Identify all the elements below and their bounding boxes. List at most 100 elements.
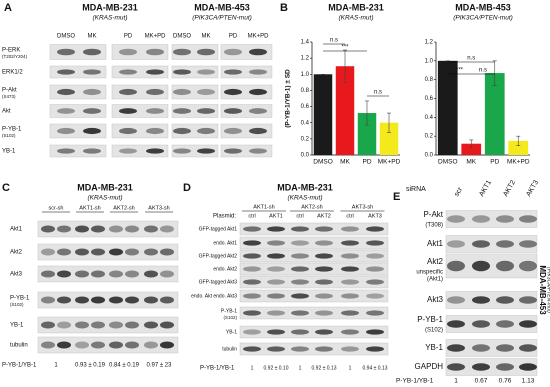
blot-band — [291, 240, 309, 246]
blot-band — [173, 48, 191, 56]
blot-band — [243, 293, 261, 299]
blot-band — [57, 341, 71, 349]
panel-subtitle: (KRAS-mut) — [287, 195, 322, 202]
row-label: YB-1 — [425, 343, 443, 352]
lane-label: scr — [453, 186, 464, 198]
blot-band — [447, 240, 465, 248]
blot-strip — [239, 249, 389, 263]
blot-band — [472, 260, 490, 272]
ratio-value: 1 — [251, 365, 254, 371]
blot-strip — [239, 342, 389, 356]
error-bar — [492, 60, 497, 86]
bar — [461, 143, 482, 155]
row-site: (S102) — [425, 328, 443, 334]
blot-band — [315, 310, 333, 316]
blot-band — [173, 88, 191, 96]
blot-band — [291, 329, 309, 335]
y-tick-label: 0.2 — [301, 136, 310, 142]
panel-label: D — [183, 182, 191, 194]
blot-band — [83, 127, 101, 135]
blot-band — [291, 226, 309, 232]
ratio-label: P-YB-1/YB-1 — [200, 366, 235, 372]
blot-strip — [49, 104, 107, 118]
error-bar — [343, 49, 347, 83]
panel-title: MDA-MB-231 — [277, 182, 333, 192]
blot-band — [119, 127, 137, 135]
blot-band — [41, 296, 55, 304]
blot-band — [83, 148, 101, 154]
y-tick-label: 0.8 — [425, 77, 434, 83]
blot-strip — [111, 44, 169, 60]
blot-band — [83, 69, 101, 75]
blot-band — [472, 344, 490, 352]
blot-band — [291, 279, 309, 285]
blot-band — [160, 248, 174, 256]
bar — [379, 122, 399, 155]
blot-strip — [111, 123, 169, 139]
row-label: GFP-tagged Akt2 — [199, 253, 238, 259]
error-bar — [469, 139, 474, 148]
ratio-value: 0.67 — [475, 378, 488, 385]
plasmid-label: Plasmid: — [213, 214, 236, 220]
ratio-value: 0.92 ± 0.13 — [312, 365, 337, 371]
ratio-label: P-YB-1/YB-1 — [2, 363, 37, 369]
blot-band — [243, 279, 261, 285]
blot-band — [75, 270, 89, 278]
blot-band — [519, 215, 537, 223]
blot-strip — [239, 275, 389, 289]
row-label: endo. Akt endo. Akt3 — [191, 293, 237, 299]
blot-band — [341, 329, 359, 335]
blot-band — [160, 341, 174, 349]
blot-band — [57, 69, 75, 75]
blot-band — [144, 321, 158, 329]
bar — [437, 60, 458, 156]
row-label: Akt1 — [10, 227, 23, 233]
blot-band — [41, 248, 55, 256]
blot-band — [83, 108, 101, 114]
blot-band — [447, 320, 465, 328]
blot-band — [315, 293, 333, 299]
row-site: (T308) — [425, 223, 443, 229]
blot-band — [341, 310, 359, 316]
panel-subtitle: (PIK3CA/PTEN-mut) — [192, 15, 252, 22]
blot-band — [366, 240, 384, 246]
y-tick-label: 0.6 — [425, 96, 434, 102]
blot-band — [447, 363, 465, 371]
row-label: P-ERK — [2, 48, 20, 54]
x-tick-label: MK — [466, 159, 476, 166]
row-label: tubulin — [10, 343, 28, 349]
ratio-value: 1 — [349, 365, 352, 371]
row-site: (S102) — [2, 133, 16, 138]
blot-band — [267, 266, 285, 272]
blot-band — [91, 321, 105, 329]
row-label: GAPDH — [415, 362, 444, 371]
blot-band — [366, 266, 384, 272]
blot-band — [243, 240, 261, 246]
blot-band — [472, 363, 490, 371]
blot-band — [243, 346, 261, 352]
blot-band — [267, 226, 285, 232]
lane-label: DMSO — [173, 34, 191, 40]
group-label: AKT3-sh — [148, 205, 169, 211]
blot-band — [447, 296, 465, 304]
blot-band — [243, 266, 261, 272]
group-label: AKT3-sh — [352, 204, 373, 210]
blot-band — [496, 215, 514, 223]
blot-strip — [37, 220, 179, 238]
blot-strip — [220, 104, 273, 118]
blot-band — [341, 253, 359, 259]
blot-band — [173, 127, 191, 135]
blot-band — [341, 293, 359, 299]
lane-label: AKT2 — [317, 213, 331, 219]
blot-band — [267, 329, 285, 335]
blot-band — [291, 253, 309, 259]
ratio-value: 0.92 ± 0.10 — [264, 365, 289, 371]
row-label: YB-1 — [226, 329, 237, 335]
panel-label: C — [2, 182, 10, 194]
blot-band — [41, 270, 55, 278]
blot-band — [146, 148, 164, 154]
row-site: (T202/Y204) — [2, 54, 28, 59]
error-bar — [365, 100, 369, 126]
blot-band — [75, 225, 89, 233]
